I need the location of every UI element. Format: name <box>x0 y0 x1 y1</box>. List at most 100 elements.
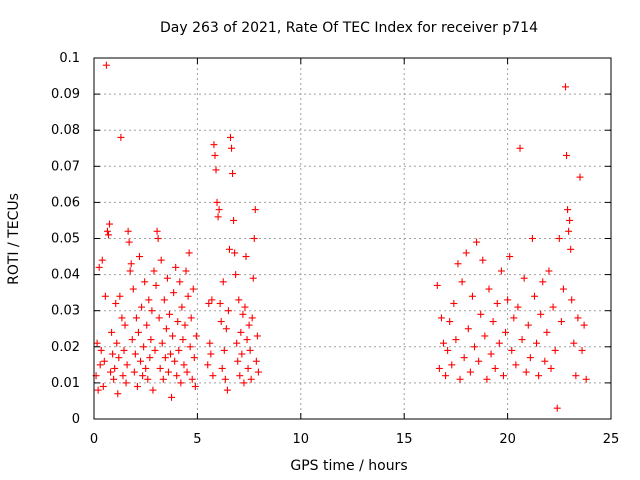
data-point <box>483 375 491 383</box>
data-point <box>129 285 137 293</box>
data-point <box>572 372 580 380</box>
data-point <box>567 245 575 253</box>
data-point <box>530 292 538 300</box>
data-point <box>510 314 518 322</box>
data-point <box>183 368 191 376</box>
data-point <box>164 368 172 376</box>
data-point <box>172 263 180 271</box>
data-point <box>562 83 570 91</box>
data-point <box>537 310 545 318</box>
data-point <box>468 292 476 300</box>
data-point <box>249 274 257 282</box>
data-point <box>254 368 262 376</box>
data-point <box>442 372 450 380</box>
data-point <box>508 346 516 354</box>
data-point <box>231 249 239 257</box>
data-point <box>220 346 228 354</box>
data-point <box>559 285 567 293</box>
data-point <box>495 339 503 347</box>
data-point <box>152 281 160 289</box>
data-point <box>217 318 225 326</box>
chart-title: Day 263 of 2021, Rate Of TEC Index for r… <box>160 20 538 36</box>
data-point <box>111 364 119 372</box>
data-point <box>143 321 151 329</box>
data-point <box>131 350 139 358</box>
data-point <box>213 198 221 206</box>
data-point <box>168 393 176 401</box>
data-point <box>132 314 140 322</box>
data-point <box>248 314 256 322</box>
data-point <box>96 361 104 369</box>
data-point <box>235 296 243 304</box>
data-point <box>568 296 576 304</box>
data-point <box>207 350 215 358</box>
y-tick-label: 0.04 <box>51 268 80 283</box>
data-point <box>565 227 573 235</box>
data-point <box>502 328 510 336</box>
data-point <box>119 372 127 380</box>
data-point <box>228 144 236 152</box>
data-point <box>528 235 536 242</box>
data-point <box>553 404 561 412</box>
data-point <box>184 292 192 300</box>
data-point <box>192 332 200 340</box>
data-point <box>187 314 195 322</box>
data-point <box>206 339 214 347</box>
data-point <box>471 343 479 351</box>
data-point <box>514 303 522 311</box>
data-point <box>452 336 460 344</box>
data-point <box>107 368 115 376</box>
data-point <box>547 364 555 372</box>
data-point <box>241 303 249 311</box>
data-point <box>178 303 186 311</box>
data-point <box>210 141 218 149</box>
data-point <box>535 372 543 380</box>
data-point <box>93 339 101 347</box>
data-point <box>155 314 163 322</box>
data-point <box>574 314 582 322</box>
data-point <box>97 346 105 354</box>
data-point <box>437 314 445 322</box>
data-point <box>106 220 114 228</box>
x-tick-label: 25 <box>603 432 620 447</box>
data-point <box>167 350 175 358</box>
data-point <box>435 364 443 372</box>
data-point <box>102 61 110 69</box>
data-point <box>175 346 183 354</box>
data-point <box>454 260 462 268</box>
data-point <box>138 303 146 311</box>
data-point <box>240 379 248 387</box>
data-point <box>512 361 520 369</box>
data-point <box>109 350 117 358</box>
data-point <box>236 372 244 380</box>
data-point <box>433 281 441 289</box>
y-tick-label: 0.1 <box>59 51 80 66</box>
data-point <box>151 346 159 354</box>
data-point <box>226 133 234 141</box>
data-point <box>190 354 198 362</box>
data-point <box>224 307 232 315</box>
data-point <box>524 321 532 329</box>
data-point <box>557 318 565 326</box>
data-point <box>578 346 586 354</box>
data-point <box>162 325 170 333</box>
data-point <box>99 383 107 391</box>
data-point <box>188 375 196 383</box>
data-point <box>439 339 447 347</box>
data-point <box>120 346 128 354</box>
data-point <box>551 346 559 354</box>
data-point <box>576 173 584 181</box>
data-point <box>209 372 217 380</box>
data-point <box>475 357 483 365</box>
data-point <box>252 357 260 365</box>
data-point <box>182 267 190 275</box>
data-point <box>526 354 534 362</box>
data-point <box>134 328 142 336</box>
data-point <box>223 386 231 394</box>
data-point <box>244 364 252 372</box>
data-point <box>150 267 158 275</box>
data-point <box>124 227 132 235</box>
data-point <box>157 256 165 264</box>
y-tick-label: 0.03 <box>51 304 80 319</box>
data-point <box>566 216 574 224</box>
